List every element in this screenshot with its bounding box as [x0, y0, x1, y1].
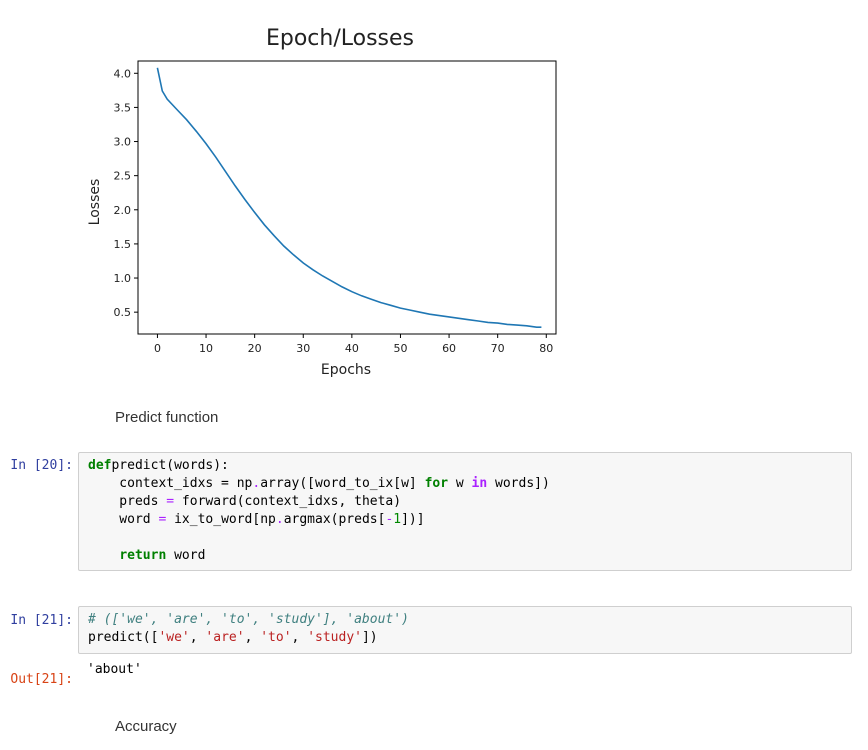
code-token: word — [166, 548, 206, 563]
code-line: preds = forward(context_idxs, theta) — [88, 493, 851, 511]
y-axis-label: Losses — [87, 179, 103, 226]
cell-21-code[interactable]: # (['we', 'are', 'to', 'study'], 'about'… — [88, 611, 851, 647]
y-axis-ticks: 0.5 1.0 1.5 2.0 2.5 3.0 3.5 4.0 — [114, 67, 138, 319]
code-line — [88, 529, 851, 547]
code-token: context_idxs = np — [88, 476, 253, 491]
x-tick-label: 0 — [154, 342, 161, 355]
y-tick-label: 2.0 — [114, 204, 132, 217]
code-line: context_idxs = np.array([word_to_ix[w] f… — [88, 475, 851, 493]
code-token: 'we' — [158, 630, 190, 645]
code-token: argmax(preds[ — [283, 512, 386, 527]
x-tick-label: 80 — [539, 342, 553, 355]
cell-20-code[interactable]: defpredict(words): context_idxs = np.arr… — [88, 457, 851, 565]
x-tick-label: 70 — [491, 342, 505, 355]
x-tick-label: 30 — [296, 342, 310, 355]
y-tick-label: 4.0 — [114, 67, 132, 80]
x-axis-label: Epochs — [321, 362, 371, 378]
loss-chart: Epoch/Losses 0 10 20 30 40 50 60 70 80 0.5 1.0 1.5… — [87, 26, 557, 378]
code-token: = — [158, 512, 167, 527]
y-tick-label: 0.5 — [114, 306, 132, 319]
code-token: ix_to_word[np — [166, 512, 276, 527]
code-token: def — [88, 458, 112, 473]
cell-20-input[interactable]: defpredict(words): context_idxs = np.arr… — [78, 452, 852, 571]
code-token: 'study' — [307, 630, 362, 645]
code-token: . — [275, 512, 284, 527]
code-token: 'to' — [260, 630, 292, 645]
code-token: predict(words): — [111, 458, 229, 473]
code-token: - — [385, 512, 394, 527]
markdown-accuracy-heading: Accuracy — [115, 718, 177, 735]
y-tick-label: 2.5 — [114, 170, 132, 183]
loss-series-line — [156, 67, 542, 328]
code-token: for — [424, 476, 449, 491]
code-token: predict([ — [88, 630, 159, 645]
chart-title: Epoch/Losses — [266, 26, 414, 51]
x-tick-label: 40 — [345, 342, 359, 355]
code-token — [88, 548, 119, 563]
code-line: word = ix_to_word[np.argmax(preds[-1])] — [88, 511, 851, 529]
code-line: defpredict(words): — [88, 457, 851, 475]
x-tick-label: 10 — [199, 342, 213, 355]
y-tick-label: 3.5 — [114, 101, 132, 114]
code-token: return — [119, 548, 167, 563]
plot-area — [137, 60, 557, 335]
code-token: 1 — [393, 512, 402, 527]
code-token: ])] — [401, 512, 425, 527]
y-tick-label: 1.0 — [114, 272, 132, 285]
code-token: 'are' — [205, 630, 245, 645]
markdown-predict-heading: Predict function — [115, 409, 219, 426]
code-token: = — [166, 494, 175, 509]
y-tick-label: 3.0 — [114, 136, 132, 149]
code-token: forward(context_idxs, theta) — [174, 494, 402, 509]
code-token: in — [471, 476, 488, 491]
code-token: , — [244, 630, 261, 645]
code-token: , — [189, 630, 206, 645]
code-token: , — [291, 630, 308, 645]
x-tick-label: 50 — [393, 342, 407, 355]
code-line: predict(['we', 'are', 'to', 'study']) — [88, 629, 851, 647]
code-token: words]) — [487, 476, 550, 491]
x-tick-label: 60 — [442, 342, 456, 355]
code-token: ]) — [361, 630, 378, 645]
code-token: word — [88, 512, 159, 527]
code-token: # (['we', 'are', 'to', 'study'], 'about'… — [88, 612, 409, 627]
x-tick-label: 20 — [248, 342, 262, 355]
code-token: w — [448, 476, 472, 491]
cell-21-input[interactable]: # (['we', 'are', 'to', 'study'], 'about'… — [78, 606, 852, 654]
cell-21-output: 'about' — [87, 662, 142, 677]
code-line: return word — [88, 547, 851, 565]
cell-21-prompt: In [21]: — [10, 613, 73, 628]
y-tick-label: 1.5 — [114, 238, 132, 251]
code-token: preds — [88, 494, 167, 509]
cell-21-output-prompt: Out[21]: — [10, 672, 73, 687]
code-line: # (['we', 'are', 'to', 'study'], 'about'… — [88, 611, 851, 629]
code-token: array([word_to_ix[w] — [260, 476, 425, 491]
x-axis-ticks: 0 10 20 30 40 50 60 70 80 — [154, 334, 553, 355]
code-token: . — [252, 476, 261, 491]
cell-20-prompt: In [20]: — [10, 458, 73, 473]
